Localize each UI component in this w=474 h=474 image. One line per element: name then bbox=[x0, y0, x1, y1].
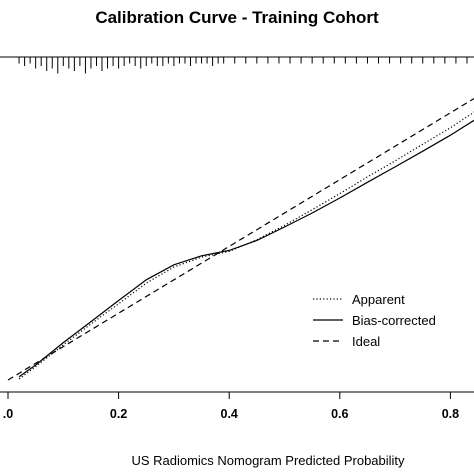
x-axis: .0 0.2 0.4 0.6 0.8 bbox=[0, 391, 474, 421]
x-tick-label: 0.2 bbox=[110, 407, 127, 421]
legend-label-ideal: Ideal bbox=[352, 334, 380, 349]
x-tick-label: 0.6 bbox=[331, 407, 348, 421]
series-line-ideal bbox=[7, 97, 474, 381]
legend: Apparent Bias-corrected Ideal bbox=[313, 292, 436, 349]
x-axis-title: US Radiomics Nomogram Predicted Probabil… bbox=[131, 453, 405, 468]
x-tick-label: .0 bbox=[3, 407, 13, 421]
rug-plot bbox=[0, 56, 474, 74]
x-tick-label: 0.8 bbox=[442, 407, 459, 421]
chart-title: Calibration Curve - Training Cohort bbox=[95, 8, 379, 27]
series-group bbox=[7, 97, 474, 381]
x-tick-label: 0.4 bbox=[221, 407, 238, 421]
legend-label-apparent: Apparent bbox=[352, 292, 405, 307]
legend-label-bias-corrected: Bias-corrected bbox=[352, 313, 436, 328]
series-line-bias-corrected bbox=[18, 119, 474, 378]
